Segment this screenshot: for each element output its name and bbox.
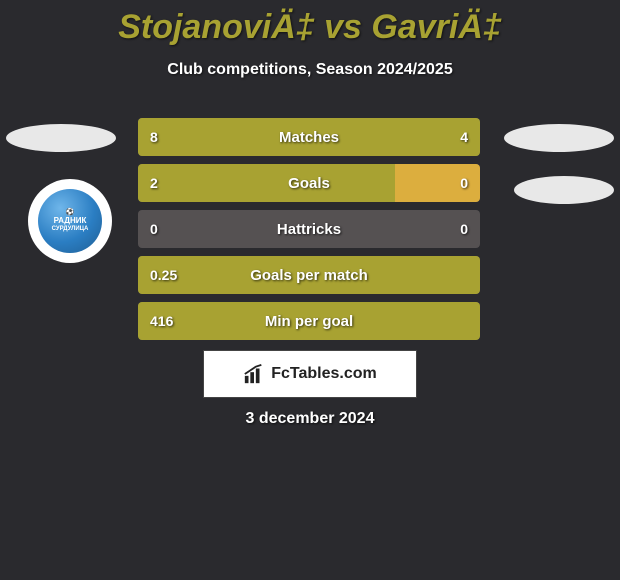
player-right-pill (504, 124, 614, 152)
stat-value-right: 0 (460, 221, 468, 237)
stat-value-right: 4 (460, 129, 468, 145)
stat-row: 0Hattricks0 (138, 210, 480, 248)
chart-icon (243, 363, 265, 385)
club-badge: ⚽ РАДНИК СУРДУЛИЦА (28, 179, 112, 263)
stat-row: 416Min per goal (138, 302, 480, 340)
source-logo[interactable]: FcTables.com (203, 350, 417, 398)
stat-row: 8Matches4 (138, 118, 480, 156)
player-right-pill-2 (514, 176, 614, 204)
player-left-pill (6, 124, 116, 152)
stat-row: 2Goals0 (138, 164, 480, 202)
stat-value-right: 0 (460, 175, 468, 191)
stat-label: Goals per match (138, 267, 480, 284)
stat-label: Min per goal (138, 313, 480, 330)
date-text: 3 december 2024 (0, 410, 620, 428)
club-badge-text: ⚽ РАДНИК СУРДУЛИЦА (42, 193, 98, 249)
source-logo-text: FcTables.com (271, 365, 377, 383)
stat-label: Hattricks (138, 221, 480, 238)
page-title: StojanoviÄ‡ vs GavriÄ‡ (0, 0, 620, 47)
stat-label: Matches (138, 129, 480, 146)
stat-row: 0.25Goals per match (138, 256, 480, 294)
stat-label: Goals (138, 175, 480, 192)
page-subtitle: Club competitions, Season 2024/2025 (0, 61, 620, 79)
stats-panel: 8Matches42Goals00Hattricks00.25Goals per… (138, 118, 480, 348)
